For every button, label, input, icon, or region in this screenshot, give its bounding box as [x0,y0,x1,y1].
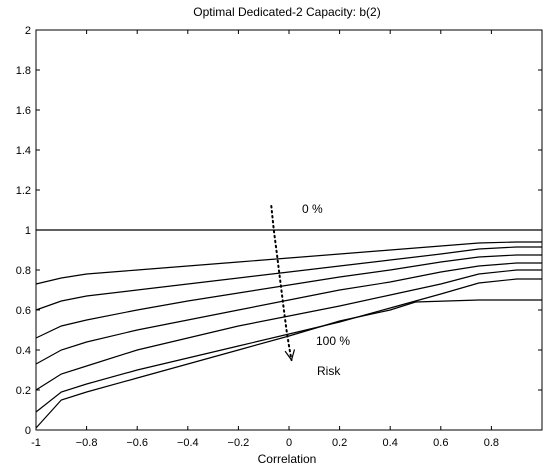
series-line-4 [35,262,542,365]
series-line-6 [35,278,542,413]
series-line-1 [35,241,542,285]
y-axis: 0 0.2 0.4 0.6 0.8 1 1.2 1.4 1.6 1.8 2 [16,25,542,437]
y-tick-label: 0.6 [16,305,31,317]
series-line-5 [35,269,542,391]
risk-arrow-shaft [270,205,293,361]
x-tick-label: 0.2 [332,437,347,449]
x-tick-label: -1 [31,437,41,449]
risk-arrow [270,205,296,362]
y-tick-label: 1.4 [16,145,31,157]
x-tick-label: 0.6 [433,437,448,449]
y-tick-label: 2 [25,25,31,37]
y-tick-label: 0.4 [16,345,31,357]
y-tick-label: 0.8 [16,265,31,277]
series-line-2 [35,246,542,311]
x-tick-label: 0.4 [383,437,398,449]
series-line-7 [35,299,542,429]
x-tick-label: −0.2 [228,437,250,449]
y-tick-label: 1 [25,225,31,237]
x-axis-label: Correlation [258,452,317,466]
series-line-3 [35,254,542,339]
annotation-risk: Risk [317,364,341,378]
annotation-0-percent: 0 % [302,202,323,216]
chart-title: Optimal Dedicated-2 Capacity: b(2) [193,5,380,19]
y-tick-label: 0 [25,425,31,437]
risk-arrow-head [284,349,296,362]
x-tick-label: 0 [286,437,292,449]
y-tick-label: 1.2 [16,185,31,197]
y-tick-label: 0.2 [16,385,31,397]
x-tick-label: −0.8 [76,437,98,449]
x-axis: -1 −0.8 −0.6 −0.4 −0.2 0 0.2 0.4 0.6 0.8 [31,30,499,449]
annotation-100-percent: 100 % [316,334,350,348]
x-tick-label: −0.4 [177,437,199,449]
y-tick-label: 1.6 [16,105,31,117]
series-group [35,229,542,429]
y-tick-label: 1.8 [16,65,31,77]
x-tick-label: −0.6 [126,437,148,449]
x-tick-label: 0.8 [484,437,499,449]
